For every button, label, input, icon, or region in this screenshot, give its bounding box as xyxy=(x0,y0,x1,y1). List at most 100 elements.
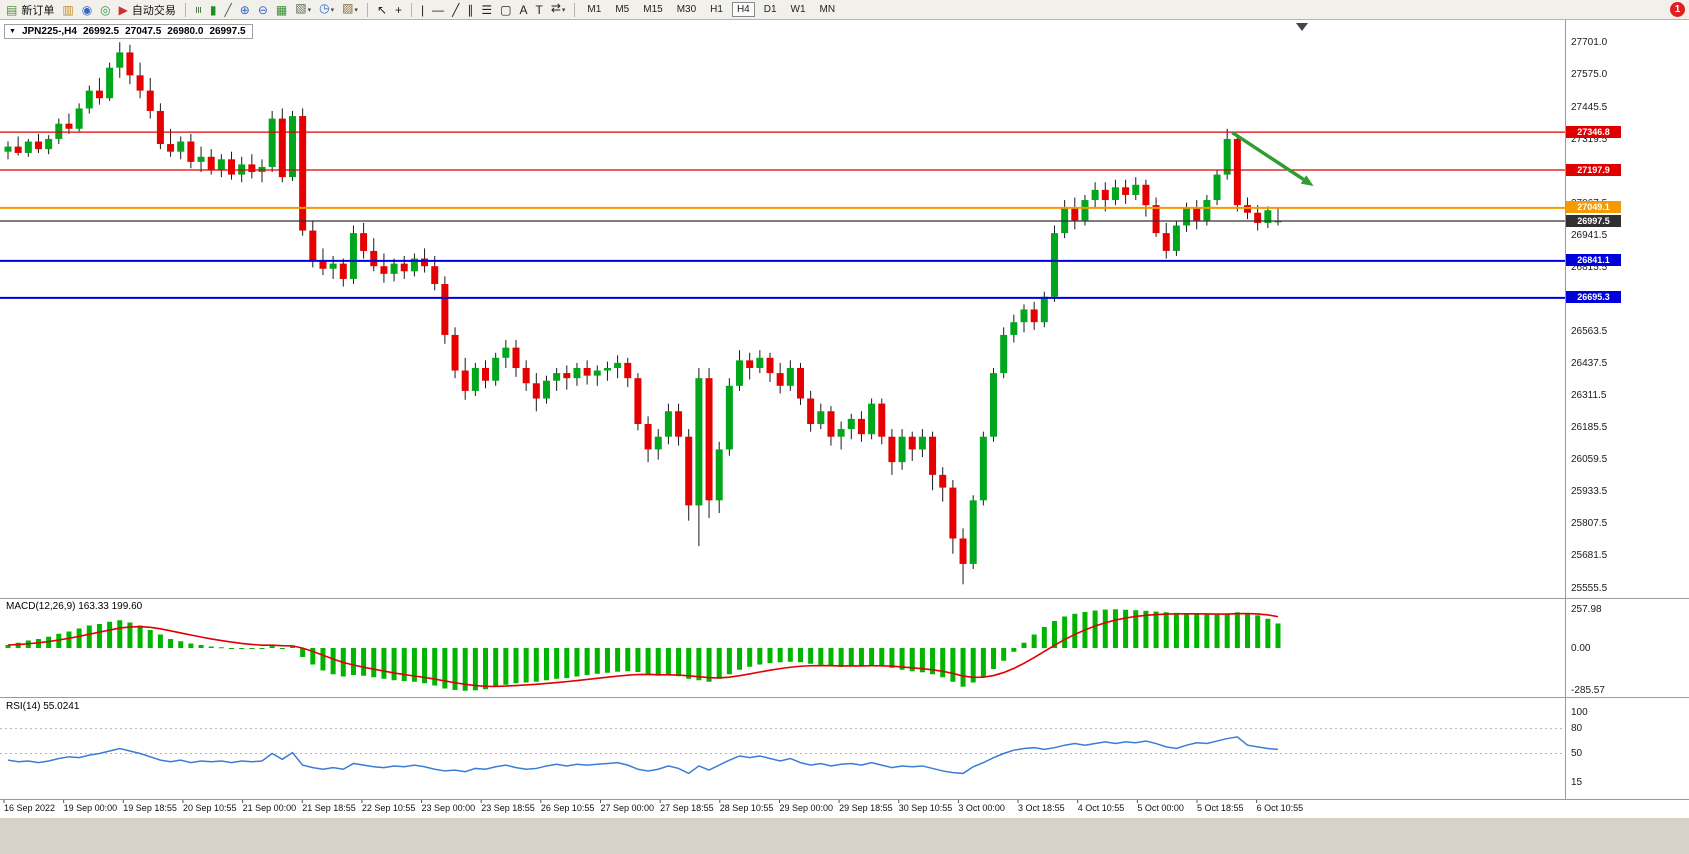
time-label: 6 Oct 10:55 xyxy=(1256,803,1304,813)
ohlc-bars-icon[interactable]: ≡ xyxy=(191,5,206,14)
line-chart-icon[interactable]: ╱ xyxy=(224,2,232,17)
price-tag: 26997.5 xyxy=(1566,214,1621,227)
time-label: 22 Sep 10:55 xyxy=(361,803,416,813)
price-tick-label: 26941.5 xyxy=(1571,229,1608,241)
notification-badge[interactable]: 1 xyxy=(1670,2,1685,17)
ohlc-high: 27047.5 xyxy=(125,26,162,37)
time-label: 16 Sep 2022 xyxy=(4,803,56,813)
rsi-line xyxy=(7,736,1279,775)
toolbar-separator xyxy=(184,2,186,17)
horizontal-line-icon[interactable]: — xyxy=(432,2,445,17)
template-icon[interactable]: ▨▾ xyxy=(342,1,358,15)
price-tag: 27346.8 xyxy=(1566,125,1621,138)
timeframe-M1[interactable]: M1 xyxy=(587,4,602,15)
market-icon[interactable]: ◎ xyxy=(100,2,111,17)
trendline-icon[interactable]: ╱ xyxy=(452,2,460,17)
ohlc-low: 26980.0 xyxy=(167,26,204,37)
autotrading-button[interactable]: 自动交易 xyxy=(131,4,176,17)
macd-histogram xyxy=(5,609,1281,691)
timeframe-H4[interactable]: H4 xyxy=(731,2,755,17)
timeframe-D1[interactable]: D1 xyxy=(763,4,777,15)
time-label: 5 Oct 18:55 xyxy=(1197,803,1244,813)
time-label: 30 Sep 10:55 xyxy=(898,803,953,813)
zoom-out-icon[interactable]: ⊖ xyxy=(257,2,268,17)
collapse-icon[interactable]: ▼ xyxy=(9,27,16,35)
arrow-annotation[interactable] xyxy=(1231,131,1305,181)
price-tick-label: 27319.5 xyxy=(1571,133,1608,145)
arrows-icon[interactable]: ⇄▾ xyxy=(550,1,566,15)
toolbar-separator xyxy=(574,2,576,17)
new-order-icon[interactable]: ▤ xyxy=(6,2,18,17)
timeframe-M30[interactable]: M30 xyxy=(676,4,697,15)
tile-windows-icon[interactable]: ▦ xyxy=(275,2,288,17)
price-tick-label: 27575.0 xyxy=(1571,68,1608,80)
price-tick-label: 26437.5 xyxy=(1571,358,1608,370)
price-tick-label: 27701.0 xyxy=(1571,36,1608,48)
timeframe-H1[interactable]: H1 xyxy=(710,4,723,15)
text-label-icon[interactable]: T xyxy=(535,2,543,17)
macd-tick-label: 0.00 xyxy=(1571,642,1591,654)
text-icon[interactable]: A xyxy=(519,2,528,17)
time-label: 20 Sep 10:55 xyxy=(182,803,237,813)
period-selector-icon[interactable]: ◷▾ xyxy=(319,1,335,15)
vertical-line-icon[interactable]: | xyxy=(421,2,425,17)
toolbar: ▤ 新订单 ▥ ◉ ◎ ▶ 自动交易 ≡ ▮ ╱ ⊕ ⊖ ▦ ▧▾ ◷▾ ▨▾ ↖ + | — ╱ ∥ ☰ ▢ A T ⇄▾ M1 M5… xyxy=(0,0,1689,20)
time-label: 3 Oct 00:00 xyxy=(958,803,1005,813)
candles xyxy=(4,42,1282,585)
rsi-tick-label: 15 xyxy=(1571,777,1583,789)
time-label: 29 Sep 00:00 xyxy=(779,803,833,813)
price-tag: 27049.1 xyxy=(1566,201,1621,214)
zoom-in-icon[interactable]: ⊕ xyxy=(239,2,250,17)
timeframe-MN[interactable]: MN xyxy=(819,4,836,15)
toolbar-separator xyxy=(366,2,368,17)
time-label: 26 Sep 10:55 xyxy=(540,803,595,813)
macd-label: MACD(12,26,9) 163.33 199.60 xyxy=(6,601,143,612)
fibonacci-icon[interactable]: ☰ xyxy=(481,2,493,17)
timeframe-M5[interactable]: M5 xyxy=(615,4,630,15)
time-label: 28 Sep 10:55 xyxy=(719,803,774,813)
channel-icon[interactable]: ∥ xyxy=(467,2,474,17)
time-label: 19 Sep 18:55 xyxy=(123,803,177,813)
price-tick-label: 25555.5 xyxy=(1571,582,1608,594)
macd-tick-label: 257.98 xyxy=(1571,603,1602,615)
price-tick-label: 26563.5 xyxy=(1571,325,1608,337)
shapes-icon[interactable]: ▢ xyxy=(500,2,512,17)
time-label: 27 Sep 18:55 xyxy=(660,803,714,813)
price-tag: 26695.3 xyxy=(1566,291,1621,304)
shift-marker[interactable] xyxy=(1296,23,1308,31)
rsi-tick-label: 50 xyxy=(1571,748,1583,759)
candlestick-icon[interactable]: ▮ xyxy=(209,2,217,17)
timeframe-W1[interactable]: W1 xyxy=(790,4,806,15)
symbol-period: JPN225-,H4 xyxy=(21,26,77,37)
rsi-tick-label: 100 xyxy=(1571,706,1588,718)
experts-icon[interactable]: ◉ xyxy=(81,2,93,17)
rsi-tick-label: 80 xyxy=(1571,723,1583,735)
cursor-icon[interactable]: ↖ xyxy=(376,2,387,17)
time-label: 21 Sep 18:55 xyxy=(302,803,356,813)
autotrading-icon[interactable]: ▶ xyxy=(118,2,128,17)
macd-tick-label: -285.57 xyxy=(1571,685,1605,697)
ohlc-open: 26992.5 xyxy=(82,26,120,37)
price-tick-label: 26059.5 xyxy=(1571,454,1608,466)
timeframe-M15[interactable]: M15 xyxy=(643,4,663,15)
price-tick-label: 26185.5 xyxy=(1571,422,1608,434)
time-label: 27 Sep 00:00 xyxy=(600,803,655,813)
new-order-button[interactable]: 新订单 xyxy=(21,4,55,17)
price-tick-label: 26311.5 xyxy=(1571,390,1607,402)
price-tag: 27197.9 xyxy=(1566,163,1621,176)
macd-signal-line xyxy=(7,612,1279,688)
crosshair-icon[interactable]: + xyxy=(395,2,403,17)
time-label: 23 Sep 18:55 xyxy=(481,803,535,813)
arrow-head xyxy=(1300,175,1314,187)
time-label: 3 Oct 18:55 xyxy=(1018,803,1065,813)
price-tick-label: 27445.5 xyxy=(1571,101,1608,113)
profiles-icon[interactable]: ▥ xyxy=(62,2,74,17)
time-label: 23 Sep 00:00 xyxy=(421,803,476,813)
chart-header[interactable]: ▼ JPN225-,H4 26992.5 27047.5 26980.0 269… xyxy=(4,24,253,39)
time-label: 5 Oct 00:00 xyxy=(1137,803,1184,813)
rsi-label: RSI(14) 55.0241 xyxy=(6,701,80,712)
new-chart-icon[interactable]: ▧▾ xyxy=(295,1,312,15)
toolbar-separator xyxy=(411,2,413,17)
price-tick-label: 26815.5 xyxy=(1571,261,1608,273)
